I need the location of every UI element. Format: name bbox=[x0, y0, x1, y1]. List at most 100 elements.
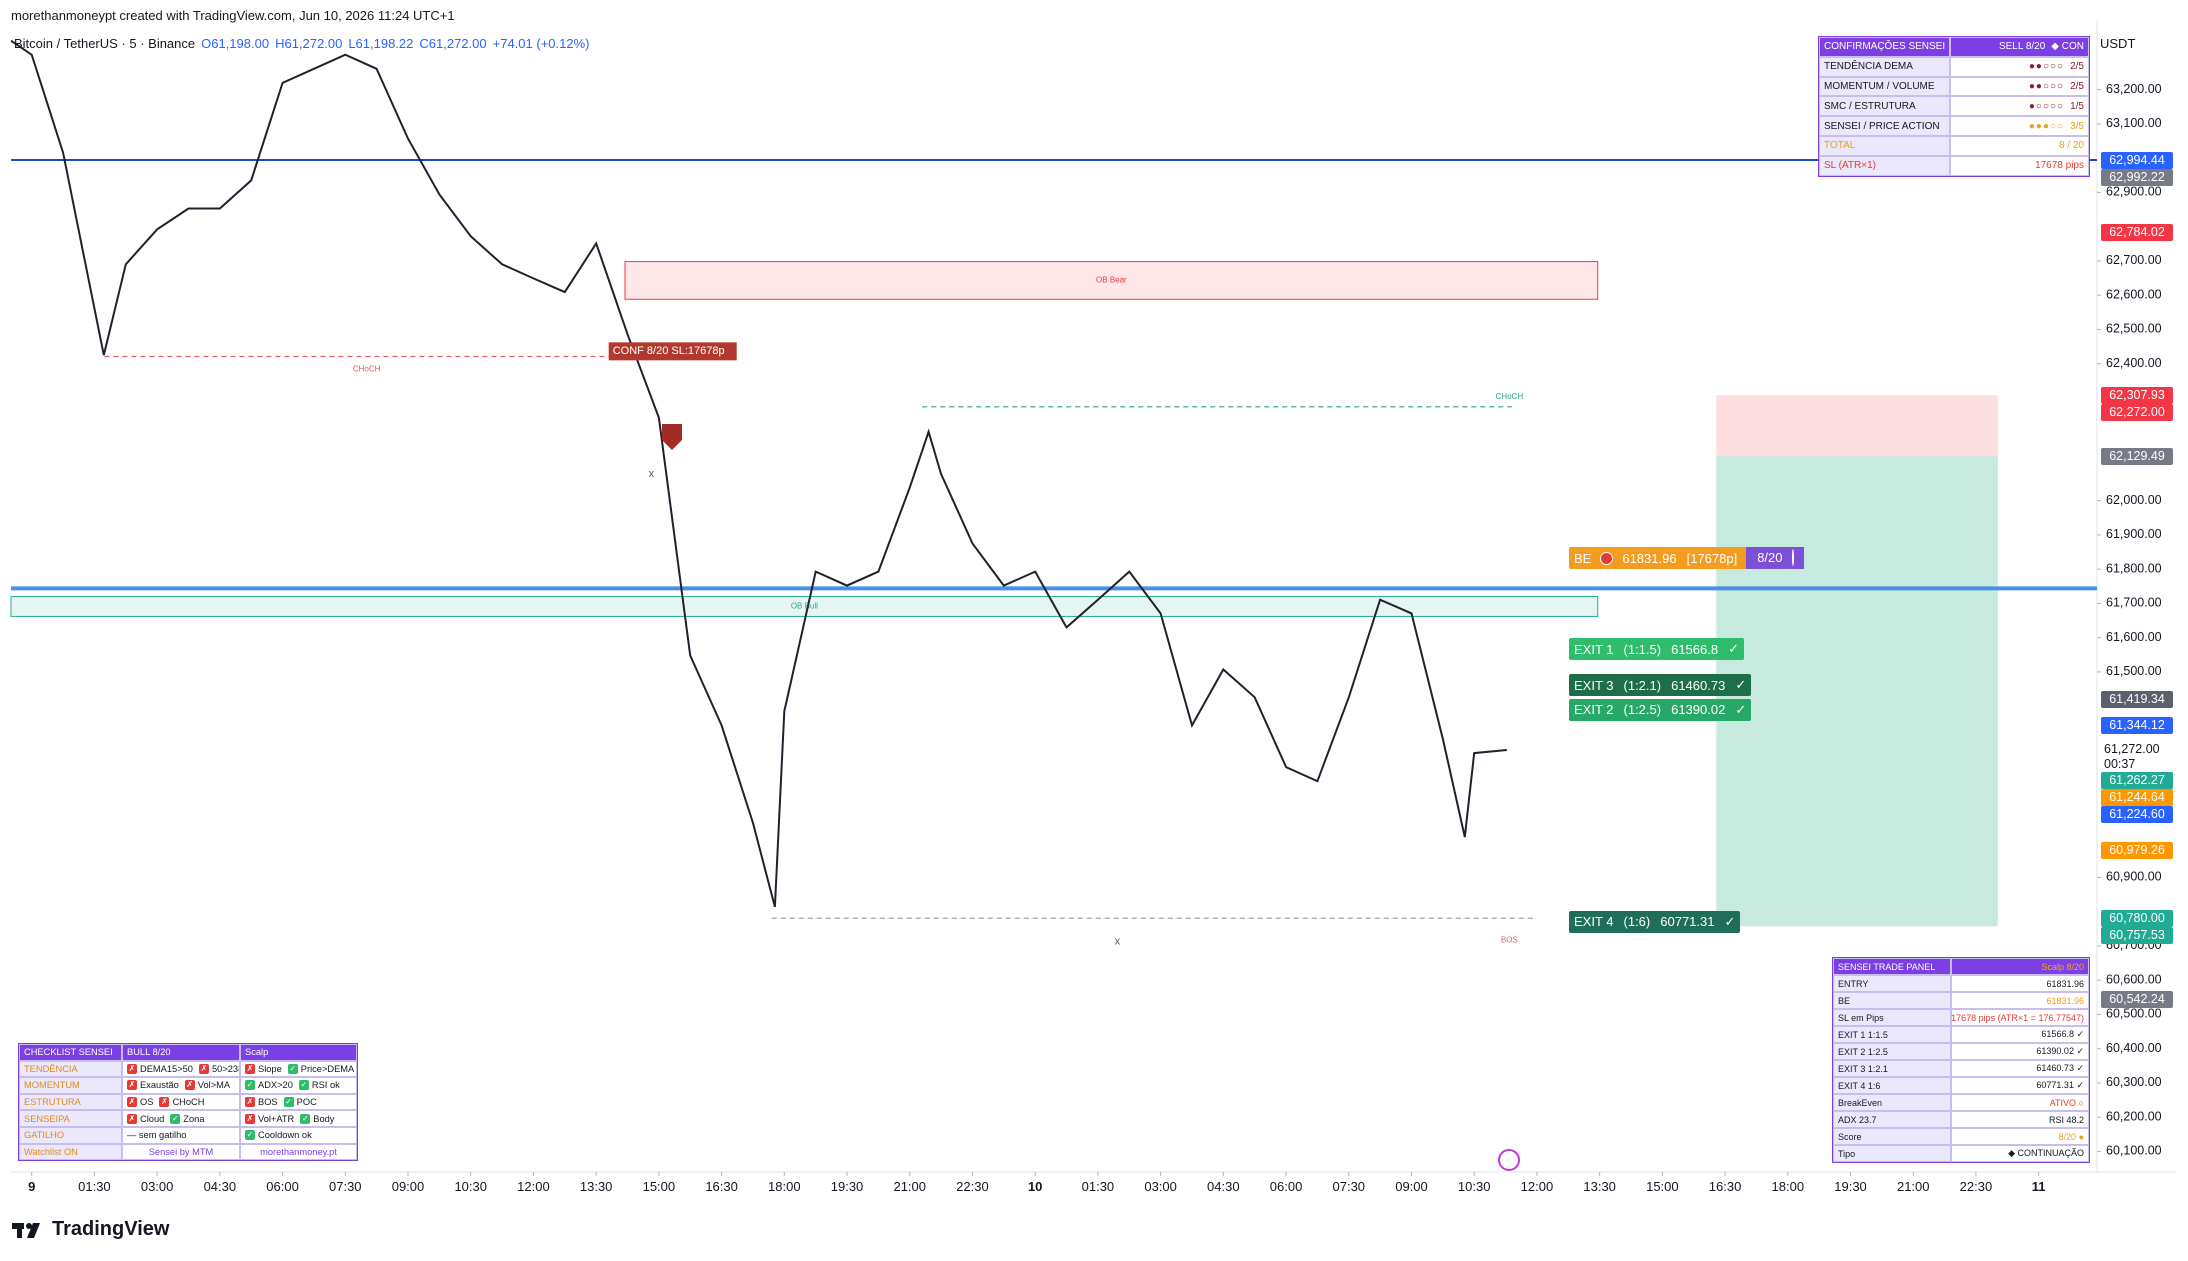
y-tick-label: 61,900.00 bbox=[2106, 527, 2162, 541]
x-tick-label: 16:30 bbox=[705, 1179, 738, 1194]
check-item: ✗ Vol>MA bbox=[184, 1080, 230, 1091]
x-tick-label: 07:30 bbox=[329, 1179, 362, 1194]
exit-name: EXIT 2 bbox=[1574, 702, 1614, 718]
table-header: Scalp bbox=[240, 1044, 357, 1061]
alert-icon bbox=[1498, 1149, 1520, 1171]
exit-check: ✓ bbox=[1735, 677, 1747, 693]
check-text: BOS bbox=[258, 1097, 278, 1108]
x-tick-label: 03:00 bbox=[1144, 1179, 1177, 1194]
row-label: TENDÊNCIA bbox=[19, 1060, 122, 1078]
check-item: ✓ Cooldown ok bbox=[245, 1130, 312, 1141]
check-icon: ✓ bbox=[245, 1130, 255, 1141]
row-score: 3/5 bbox=[2070, 120, 2084, 132]
x-tick-label: 19:30 bbox=[1834, 1179, 1867, 1194]
row-label: EXIT 4 1:6 bbox=[1833, 1077, 1951, 1094]
check-cell: ✗ Vol+ATR ✓ Body bbox=[240, 1110, 357, 1127]
be-score-dot bbox=[1791, 549, 1794, 567]
y-tick-label: 61,700.00 bbox=[2106, 596, 2162, 610]
price-label: 60,979.26 bbox=[2101, 841, 2173, 859]
check-cell: ✗ BOS ✓ POC bbox=[240, 1093, 357, 1111]
signal-text: CONF 8/20 SL:17678p bbox=[613, 345, 725, 357]
y-tick-label: 62,700.00 bbox=[2106, 253, 2162, 267]
check-icon: ✗ bbox=[198, 1063, 209, 1074]
check-item: ✗ CHoCH bbox=[159, 1097, 205, 1108]
exit-name: EXIT 3 bbox=[1574, 677, 1614, 693]
price-label: 62,784.02 bbox=[2101, 223, 2173, 241]
check-text: OS bbox=[140, 1097, 154, 1108]
check-cell: ✗ Exaustão ✗ Vol>MA bbox=[122, 1077, 240, 1094]
price-label: 60,757.53 bbox=[2101, 927, 2173, 945]
signal-box bbox=[608, 342, 737, 361]
check-icon: ✗ bbox=[245, 1097, 255, 1108]
row-value: ●●○○○ 2/5 bbox=[1950, 76, 2089, 97]
be-score-text: 8/20 bbox=[1757, 550, 1783, 566]
row-value: ●●●○○ 3/5 bbox=[1950, 116, 2089, 136]
row-label: SENSEIPA bbox=[19, 1110, 122, 1127]
exit-name: EXIT 1 bbox=[1574, 641, 1614, 657]
row-label: EXIT 3 1:2.1 bbox=[1833, 1060, 1951, 1077]
check-item: ✗ Vol+ATR bbox=[245, 1113, 294, 1124]
check-item: ✓ Zona bbox=[170, 1113, 205, 1124]
zone bbox=[10, 596, 1599, 617]
x-tick-label: 07:30 bbox=[1332, 1179, 1366, 1194]
table-title: SENSEI TRADE PANEL bbox=[1833, 958, 1951, 975]
price-label: 60,780.00 bbox=[2101, 910, 2173, 928]
row-value: 61566.8 ✓ bbox=[1951, 1026, 2089, 1043]
x-tick-label: 10:30 bbox=[1457, 1179, 1491, 1194]
sell-marker bbox=[662, 424, 682, 450]
row-label: MOMENTUM bbox=[19, 1077, 122, 1094]
row-label: GATILHO bbox=[19, 1126, 122, 1144]
row-label: MOMENTUM / VOLUME bbox=[1819, 76, 1950, 97]
x-tick-label: 09:00 bbox=[391, 1179, 425, 1194]
row-value: ●○○○○ 1/5 bbox=[1950, 96, 2089, 117]
row-label: TENDÊNCIA DEMA bbox=[1819, 56, 1950, 77]
confirmations-table: CONFIRMAÇÕES SENSEI SELL 8/20 ◆ CON TENDÊNC… bbox=[1818, 36, 2090, 177]
row-score: 2/5 bbox=[2070, 61, 2084, 73]
check-item: ✓ POC bbox=[283, 1097, 317, 1108]
checklist-table: CHECKLIST SENSEI BULL 8/20 Scalp TENDÊNCIA ✗… bbox=[18, 1043, 358, 1162]
ohlc-value: C61,272.00 bbox=[419, 36, 487, 51]
row-score: 8 / 20 bbox=[2058, 140, 2084, 152]
row-label: ESTRUTURA bbox=[19, 1093, 122, 1111]
check-text: CHoCH bbox=[172, 1097, 205, 1108]
zone-label: OB Bear bbox=[1096, 276, 1127, 285]
check-text: POC bbox=[296, 1097, 317, 1108]
row-score: 2/5 bbox=[2070, 80, 2084, 92]
row-value: 61390.02 ✓ bbox=[1951, 1043, 2089, 1060]
price-label: 60,542.24 bbox=[2101, 991, 2173, 1009]
check-item: ✓ Price>DEMA bbox=[287, 1063, 354, 1074]
check-text: 50>238 bbox=[211, 1063, 239, 1074]
check-text: RSI ok bbox=[311, 1080, 340, 1091]
row-label: SENSEI / PRICE ACTION bbox=[1819, 116, 1950, 136]
zone bbox=[1716, 395, 1998, 457]
footer-cell: Watchlist ON bbox=[19, 1143, 122, 1161]
row-value: ◆ CONTINUAÇÃO bbox=[1951, 1145, 2089, 1162]
footer-cell: morethanmoney.pt bbox=[240, 1143, 357, 1161]
check-item: ✗ OS bbox=[127, 1097, 154, 1108]
brand-name: TradingView bbox=[52, 1218, 170, 1240]
check-icon: ✗ bbox=[127, 1063, 137, 1074]
ohlc-value: O61,198.00 bbox=[201, 36, 270, 51]
x-tick-label: 15:00 bbox=[1646, 1179, 1679, 1194]
annotation: BOS bbox=[1501, 936, 1518, 945]
row-dots: ●●●○○ bbox=[2028, 120, 2065, 132]
exit-ratio: (1:2.5) bbox=[1623, 702, 1662, 718]
credit: morethanmoneypt created with TradingView… bbox=[11, 8, 455, 23]
x-tick-label: 06:00 bbox=[266, 1179, 299, 1194]
exit-value: 61566.8 bbox=[1671, 641, 1719, 657]
x-tick-label: 12:00 bbox=[517, 1179, 550, 1194]
row-value: ATIVO ○ bbox=[1951, 1094, 2089, 1111]
exit-value: 61390.02 bbox=[1671, 702, 1726, 718]
x-tick-label: 06:00 bbox=[1269, 1179, 1303, 1194]
check-icon: ✗ bbox=[159, 1097, 170, 1108]
y-tick-label: 62,900.00 bbox=[2106, 185, 2162, 199]
x-tick-label: 18:00 bbox=[1771, 1179, 1805, 1194]
price-line bbox=[10, 39, 1507, 908]
exit-label: EXIT 3 (1:2.1) 61460.73 ✓ bbox=[1569, 674, 1752, 697]
exit-check: ✓ bbox=[1724, 913, 1736, 929]
price-label: 62,992.22 bbox=[2101, 168, 2173, 186]
check-item: ✗ DEMA15>50 bbox=[127, 1063, 193, 1074]
table-header: CHECKLIST SENSEI bbox=[19, 1044, 122, 1061]
row-dots: ●●○○○ bbox=[2028, 80, 2065, 92]
check-cell: ✗ Slope ✓ Price>DEMA bbox=[240, 1060, 357, 1078]
